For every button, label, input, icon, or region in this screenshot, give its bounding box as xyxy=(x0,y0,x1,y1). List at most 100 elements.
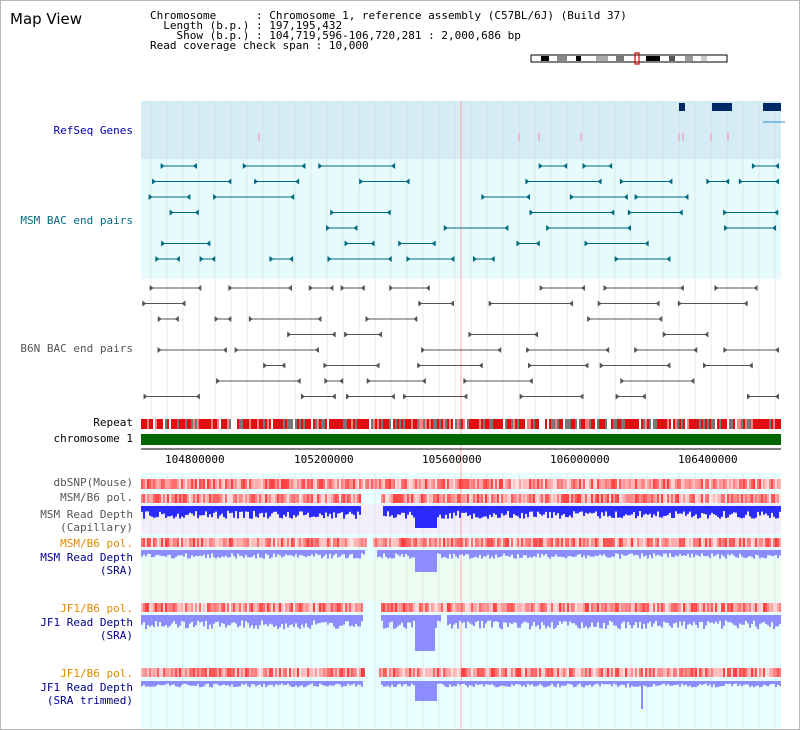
read-depth-bar xyxy=(263,506,265,518)
b6n-bac-pair-end xyxy=(323,362,328,369)
pol-heat-cell xyxy=(715,494,717,503)
pol-heat-cell xyxy=(211,668,213,677)
pol-heat-cell xyxy=(395,494,397,503)
pol-heat-cell xyxy=(617,668,619,677)
track-label-msm-depth-sra[interactable]: MSM Read Depth (SRA) xyxy=(40,551,133,577)
track-label-jf1-b6-pol[interactable]: JF1/B6 pol. xyxy=(60,602,133,615)
track-label-refseq[interactable]: RefSeq Genes xyxy=(53,124,133,137)
pol-heat-cell xyxy=(337,479,339,489)
read-depth-bar xyxy=(287,550,289,556)
pol-heat-cell xyxy=(191,668,193,677)
read-depth-bar xyxy=(141,681,143,687)
pol-heat-cell xyxy=(671,668,673,677)
pol-heat-cell xyxy=(247,668,249,677)
pol-heat-cell xyxy=(601,603,603,612)
pol-heat-cell xyxy=(437,479,439,489)
repeat-segment xyxy=(523,419,525,429)
pol-heat-cell xyxy=(317,479,319,489)
read-depth-bar xyxy=(667,506,669,515)
pol-heat-cell xyxy=(289,668,291,677)
pol-heat-cell xyxy=(633,603,635,612)
read-depth-bar xyxy=(687,550,689,554)
pol-heat-cell xyxy=(289,479,291,489)
pol-heat-cell xyxy=(223,668,225,677)
pol-heat-cell xyxy=(709,538,711,547)
read-depth-bar xyxy=(621,681,623,685)
read-depth-bar xyxy=(347,506,349,514)
pol-heat-cell xyxy=(541,538,543,547)
repeat-segment xyxy=(359,419,361,429)
pol-heat-cell xyxy=(773,603,775,612)
pol-heat-cell xyxy=(731,494,733,503)
read-depth-bar xyxy=(389,506,391,517)
read-depth-bar xyxy=(317,506,319,517)
repeat-segment xyxy=(549,419,551,429)
pol-heat-cell xyxy=(255,603,257,612)
track-label-msm-bac[interactable]: MSM BAC end pairs xyxy=(20,214,133,227)
read-depth-bar xyxy=(725,681,727,684)
read-depth-bar xyxy=(459,550,461,555)
read-depth-bar xyxy=(549,506,551,513)
msm-bac-pair-end xyxy=(490,256,495,262)
pol-heat-cell xyxy=(669,494,671,503)
repeat-segment xyxy=(635,419,637,429)
pol-heat-cell xyxy=(405,668,407,677)
track-label-msm-b6-pol[interactable]: MSM/B6 pol. xyxy=(60,491,133,504)
pol-heat-cell xyxy=(583,479,585,489)
track-label-jf1-depth-sra[interactable]: JF1 Read Depth (SRA) xyxy=(40,616,133,642)
msm-bac-pair-end xyxy=(152,178,157,185)
track-label-msm-depth-capillary[interactable]: MSM Read Depth (Capillary) xyxy=(40,508,133,534)
read-depth-bar xyxy=(441,681,443,684)
pol-heat-cell xyxy=(673,538,675,547)
track-label-msm-b6-pol-2[interactable]: MSM/B6 pol. xyxy=(60,537,133,550)
repeat-segment xyxy=(601,419,603,429)
track-label-repeat[interactable]: Repeat xyxy=(93,416,133,429)
pol-heat-cell xyxy=(217,538,219,547)
read-depth-bar xyxy=(509,550,511,557)
repeat-segment xyxy=(381,419,383,429)
pol-heat-cell xyxy=(571,603,573,612)
read-depth-bar xyxy=(251,681,253,685)
read-depth-bar xyxy=(247,506,249,512)
read-depth-bar xyxy=(291,615,293,625)
track-label-dbsnp[interactable]: dbSNP(Mouse) xyxy=(53,476,133,489)
read-depth-bar xyxy=(481,681,483,685)
read-depth-bar xyxy=(663,615,665,622)
read-depth-bar xyxy=(451,615,453,629)
pol-heat-cell xyxy=(293,538,295,547)
read-depth-bar xyxy=(651,506,653,518)
read-depth-bar xyxy=(447,506,449,519)
msm-bac-pair-end xyxy=(175,256,180,262)
pol-heat-cell xyxy=(777,603,779,612)
track-label-jf1-depth-trimmed[interactable]: JF1 Read Depth (SRA trimmed) xyxy=(40,681,133,707)
pol-heat-cell xyxy=(615,479,617,489)
read-depth-bar xyxy=(585,615,587,627)
track-label-chromosome[interactable]: chromosome 1 xyxy=(53,432,133,445)
read-depth-bar xyxy=(525,506,527,514)
read-depth-bar xyxy=(393,506,395,518)
read-depth-bar xyxy=(687,506,689,514)
pol-heat-cell xyxy=(339,538,341,547)
read-depth-bar xyxy=(499,681,501,687)
read-depth-bar xyxy=(245,550,247,555)
pol-heat-cell xyxy=(549,479,551,489)
track-label-b6n-bac[interactable]: B6N BAC end pairs xyxy=(20,342,133,355)
pol-heat-cell xyxy=(653,668,655,677)
pol-heat-cell xyxy=(753,479,755,489)
msm-bac-pair-end xyxy=(206,240,211,247)
read-depth-bar xyxy=(463,681,465,684)
pol-heat-cell xyxy=(439,603,441,612)
track-label-jf1-b6-pol-2[interactable]: JF1/B6 pol. xyxy=(60,667,133,680)
repeat-segment xyxy=(503,419,505,429)
pol-heat-cell xyxy=(341,494,343,503)
pol-heat-cell xyxy=(505,603,507,612)
pol-heat-cell xyxy=(669,538,671,547)
read-depth-bar xyxy=(309,506,311,518)
repeat-segment xyxy=(251,419,253,429)
pol-heat-cell xyxy=(543,603,545,612)
read-depth-bar xyxy=(463,550,465,557)
pol-heat-cell xyxy=(527,538,529,547)
pol-heat-cell xyxy=(581,479,583,489)
repeat-segment xyxy=(731,419,733,429)
